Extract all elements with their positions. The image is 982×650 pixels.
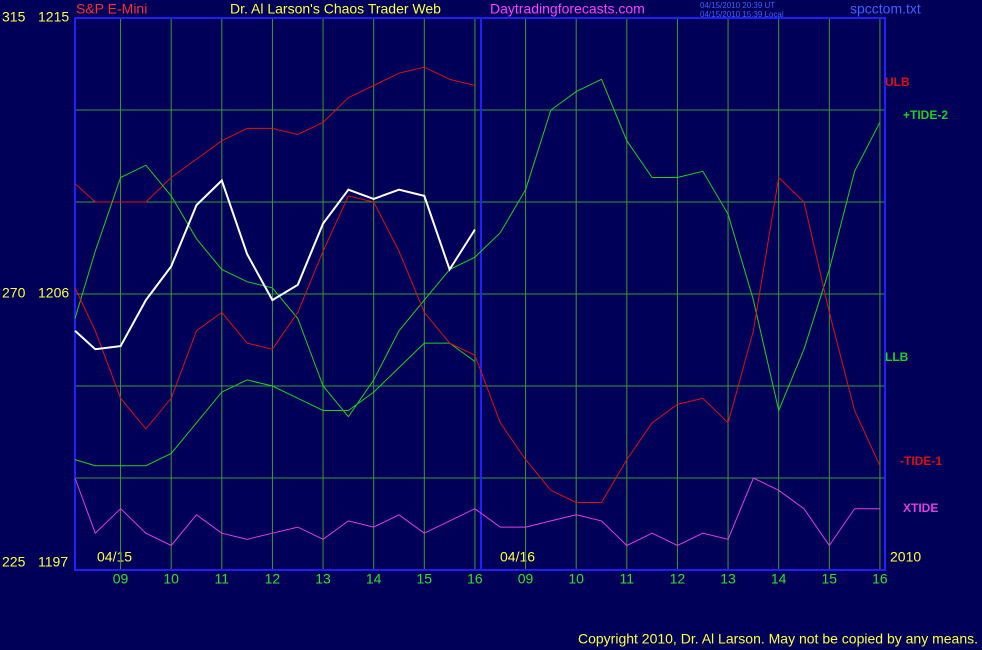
x-tick-label: 12 xyxy=(265,571,281,587)
chart-title: Dr. Al Larson's Chaos Trader Web xyxy=(230,1,441,17)
x-tick-label: 14 xyxy=(771,571,787,587)
y-tick-label: 225 xyxy=(2,554,26,570)
series-line xyxy=(74,176,881,503)
series-label: XTIDE xyxy=(903,501,938,515)
date-label: 04/16 xyxy=(500,549,535,565)
x-tick-label: 14 xyxy=(366,571,382,587)
series-label: +TIDE-2 xyxy=(903,108,948,122)
x-tick-label: 10 xyxy=(568,571,584,587)
series-label: -TIDE-1 xyxy=(900,454,942,468)
x-tick-label: 09 xyxy=(518,571,534,587)
y2-tick-label: 1215 xyxy=(38,9,69,25)
time-ut: 04/15/2010 20:39 UT xyxy=(700,1,775,10)
series-line xyxy=(74,178,476,351)
y-tick-label: 270 xyxy=(2,285,26,301)
time-local: 04/15/2010 15:39 Local xyxy=(700,10,784,19)
x-tick-label: 10 xyxy=(163,571,179,587)
y2-tick-label: 1197 xyxy=(38,554,68,570)
x-tick-label: 16 xyxy=(467,571,483,587)
series-line xyxy=(74,342,476,467)
x-tick-label: 12 xyxy=(670,571,686,587)
x-tick-label: 13 xyxy=(720,571,736,587)
date-label: 04/15 xyxy=(97,549,132,565)
symbol: S&P E-Mini xyxy=(76,1,147,17)
series-line xyxy=(74,78,881,418)
series-label: LLB xyxy=(885,350,909,364)
x-tick-label: 15 xyxy=(417,571,433,587)
series-line xyxy=(74,477,880,547)
y2-tick-label: 1206 xyxy=(38,285,69,301)
series-line xyxy=(74,66,476,203)
x-tick-label: 09 xyxy=(113,571,129,587)
file-name: spcctom.txt xyxy=(850,1,921,17)
site: Daytradingforecasts.com xyxy=(490,1,645,17)
x-tick-label: 11 xyxy=(620,571,635,587)
year-label: 2010 xyxy=(890,549,921,565)
x-tick-label: 13 xyxy=(315,571,331,587)
x-tick-label: 15 xyxy=(822,571,838,587)
copyright: Copyright 2010, Dr. Al Larson. May not b… xyxy=(578,631,978,647)
x-tick-label: 16 xyxy=(872,571,888,587)
x-tick-label: 11 xyxy=(215,571,230,587)
y-tick-label: 315 xyxy=(2,9,26,25)
series-label: ULB xyxy=(885,75,910,89)
